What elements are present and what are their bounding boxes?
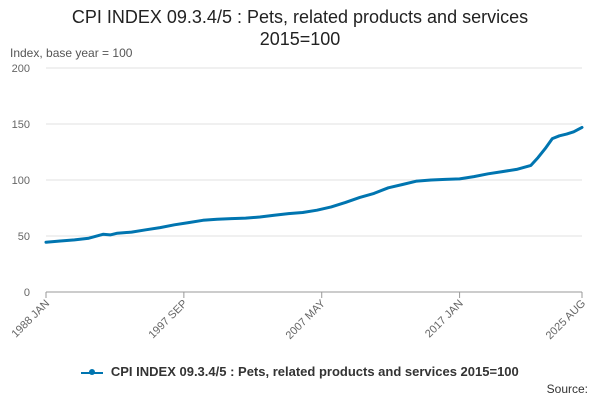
x-tick-label: 2025 AUG	[544, 298, 588, 342]
data-point[interactable]	[544, 147, 547, 150]
data-point[interactable]	[444, 178, 447, 181]
data-point[interactable]	[201, 219, 205, 222]
data-point[interactable]	[429, 178, 433, 182]
data-point[interactable]	[109, 233, 112, 237]
data-point[interactable]	[173, 223, 176, 226]
data-point[interactable]	[501, 170, 504, 173]
data-point[interactable]	[486, 172, 490, 175]
data-point[interactable]	[287, 212, 290, 215]
data-point[interactable]	[315, 209, 319, 212]
data-point[interactable]	[258, 215, 262, 219]
series-group	[44, 125, 584, 244]
gridlines	[46, 67, 582, 293]
x-tick-label: 2017 JAN	[423, 298, 466, 341]
data-point[interactable]	[472, 175, 476, 178]
data-point[interactable]	[330, 205, 333, 209]
data-point[interactable]	[101, 233, 105, 236]
data-point[interactable]	[458, 177, 461, 181]
x-tick-label: 1997 SEP	[146, 298, 190, 342]
chart-title-line-2: 2015=100	[259, 29, 341, 49]
data-point[interactable]	[372, 192, 376, 195]
data-point[interactable]	[244, 216, 247, 220]
y-tick-label: 50	[18, 231, 30, 243]
chart-title: CPI INDEX 09.3.4/5 : Pets, related produ…	[0, 6, 600, 50]
data-point[interactable]	[565, 132, 568, 136]
data-point[interactable]	[187, 221, 190, 224]
x-tick-label: 1988 JAN	[9, 298, 52, 341]
data-point[interactable]	[551, 137, 554, 140]
y-tick-label: 100	[12, 175, 30, 187]
y-tick-label: 150	[12, 119, 30, 131]
data-point[interactable]	[73, 238, 76, 242]
y-axis-ticks: 0 50 100 150 200	[12, 63, 30, 299]
data-point[interactable]	[415, 179, 418, 183]
data-point[interactable]	[144, 228, 147, 231]
data-point[interactable]	[387, 186, 390, 189]
data-point[interactable]	[572, 130, 575, 133]
chart-title-line-1: CPI INDEX 09.3.4/5 : Pets, related produ…	[71, 7, 529, 27]
data-point[interactable]	[87, 237, 91, 240]
data-point[interactable]	[301, 211, 304, 214]
data-point[interactable]	[44, 241, 48, 244]
data-point[interactable]	[130, 230, 133, 234]
legend-label: CPI INDEX 09.3.4/5 : Pets, related produ…	[110, 364, 519, 379]
x-tick-label: 2007 MAY	[284, 297, 329, 342]
data-point[interactable]	[158, 226, 162, 229]
y-tick-label: 200	[12, 63, 30, 75]
series-line-0[interactable]	[44, 125, 584, 244]
data-point[interactable]	[515, 168, 518, 171]
y-axis-label: Index, base year = 100	[10, 46, 133, 60]
source-note: Source:	[546, 382, 588, 396]
data-point[interactable]	[273, 214, 276, 217]
data-point[interactable]	[401, 183, 404, 186]
data-point[interactable]	[116, 232, 119, 235]
data-point[interactable]	[358, 196, 361, 199]
x-axis: 1988 JAN 1997 SEP 2007 MAY 2017 JAN 2025 AUG	[9, 291, 588, 342]
data-point[interactable]	[344, 201, 347, 204]
y-tick-label: 0	[24, 287, 30, 299]
legend-line-marker-icon	[81, 368, 104, 375]
data-point[interactable]	[215, 218, 219, 221]
data-point[interactable]	[230, 217, 233, 220]
data-point[interactable]	[558, 134, 561, 137]
legend[interactable]: CPI INDEX 09.3.4/5 : Pets, related produ…	[0, 364, 600, 379]
data-point[interactable]	[536, 156, 540, 159]
data-point[interactable]	[529, 164, 533, 167]
data-point[interactable]	[59, 239, 62, 243]
data-point[interactable]	[580, 126, 584, 129]
